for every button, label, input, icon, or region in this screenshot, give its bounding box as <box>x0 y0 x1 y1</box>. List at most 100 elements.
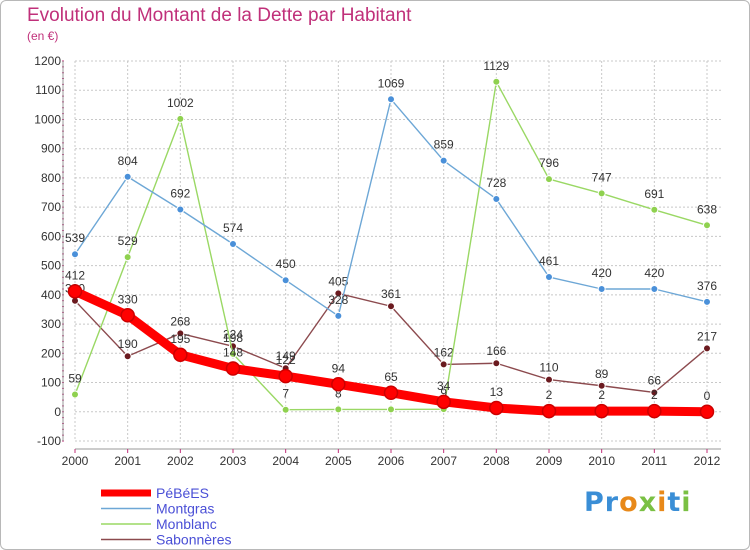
x-tick-label: 2005 <box>325 454 352 468</box>
data-point-Monblanc <box>229 349 237 358</box>
chart-title: Evolution du Montant de la Dette par Hab… <box>27 5 412 26</box>
data-label-Sabonnères: 361 <box>381 287 401 301</box>
data-point-Sabonnères <box>176 329 185 338</box>
legend-label-Montgras: Montgras <box>156 501 214 517</box>
data-point-PéBéES <box>436 394 451 410</box>
data-point-PéBéES <box>331 377 346 392</box>
data-point-Monblanc <box>387 405 395 414</box>
data-label-Monblanc: 198 <box>223 331 243 345</box>
data-point-PéBéES <box>278 368 293 384</box>
data-point-Monblanc <box>703 221 711 230</box>
data-label-PéBéES: 2 <box>546 388 553 402</box>
y-tick-label: 600 <box>41 229 61 243</box>
y-tick-label: -100 <box>37 434 61 448</box>
legend-label-Sabonnères: Sabonnères <box>156 532 232 548</box>
data-label-Monblanc: 9 <box>440 386 447 400</box>
x-tick-label: 2012 <box>694 454 721 468</box>
x-tick-label: 2001 <box>114 454 141 468</box>
x-tick-label: 2003 <box>220 454 247 468</box>
data-point-Sabonnères <box>703 344 711 353</box>
data-label-Montgras: 420 <box>592 266 612 280</box>
data-label-Montgras: 574 <box>223 221 243 235</box>
y-tick-label: 100 <box>41 376 61 390</box>
data-label-Sabonnères: 66 <box>648 373 662 387</box>
data-point-Montgras <box>650 285 659 293</box>
x-tick-label: 2004 <box>272 454 299 468</box>
data-point-Montgras <box>123 172 132 181</box>
data-label-Sabonnères: 405 <box>328 274 348 288</box>
data-label-PéBéES: 122 <box>276 353 296 367</box>
data-point-Montgras <box>545 273 553 282</box>
data-label-Montgras: 328 <box>328 293 348 307</box>
chart-subtitle: (en €) <box>27 29 59 43</box>
data-label-Monblanc: 7 <box>282 387 289 401</box>
proxiti-logo: Proxiti <box>584 487 692 518</box>
data-point-PéBéES <box>647 403 662 419</box>
data-label-Monblanc: 1002 <box>167 96 194 110</box>
data-point-PéBéES <box>225 361 241 376</box>
data-label-Montgras: 539 <box>65 231 85 245</box>
data-point-Monblanc <box>545 175 553 184</box>
data-point-Monblanc <box>334 405 343 414</box>
y-tick-label: 1200 <box>34 54 61 68</box>
data-point-Monblanc <box>650 205 659 214</box>
data-point-Sabonnères <box>650 388 659 397</box>
data-label-Monblanc: 691 <box>644 187 664 201</box>
data-label-Monblanc: 8 <box>335 386 342 400</box>
y-tick-label: 500 <box>41 259 61 273</box>
data-label-Montgras: 420 <box>644 266 664 280</box>
legend-label-Monblanc: Monblanc <box>156 516 217 532</box>
data-label-Montgras: 461 <box>539 254 559 268</box>
data-point-Monblanc <box>492 77 501 86</box>
y-tick-label: 300 <box>41 317 61 331</box>
data-point-Montgras <box>703 297 711 306</box>
data-label-Sabonnères: 268 <box>170 314 190 328</box>
data-label-Sabonnères: 162 <box>434 345 454 359</box>
data-label-Montgras: 859 <box>434 138 454 152</box>
y-tick-label: 200 <box>41 346 61 360</box>
data-point-PéBéES <box>699 404 715 420</box>
data-label-Sabonnères: 110 <box>539 361 558 375</box>
data-label-PéBéES: 195 <box>170 332 190 346</box>
data-point-Montgras <box>387 95 395 104</box>
data-point-Sabonnères <box>387 302 395 311</box>
y-tick-label: 1100 <box>35 83 61 97</box>
data-point-PéBéES <box>541 403 557 419</box>
data-point-Sabonnères <box>492 359 501 368</box>
data-point-Sabonnères <box>334 289 343 298</box>
data-point-PéBéES <box>120 308 135 323</box>
data-point-Monblanc <box>597 189 606 198</box>
data-point-Monblanc <box>71 390 79 399</box>
y-tick-label: 1000 <box>34 112 61 126</box>
data-label-Montgras: 728 <box>486 176 506 190</box>
data-label-PéBéES: 2 <box>598 388 605 402</box>
data-label-PéBéES: 412 <box>65 268 85 282</box>
data-label-Monblanc: 638 <box>697 202 717 216</box>
data-label-Monblanc: 59 <box>68 372 82 386</box>
data-point-Montgras <box>439 156 448 165</box>
x-tick-label: 2008 <box>483 454 510 468</box>
data-label-Sabonnères: 217 <box>697 329 717 343</box>
data-point-Sabonnères <box>123 352 132 361</box>
data-label-PéBéES: 330 <box>118 292 138 306</box>
data-label-PéBéES: 65 <box>384 370 398 384</box>
data-point-PéBéES <box>594 403 609 419</box>
y-tick-label: 900 <box>41 142 61 156</box>
data-label-PéBéES: 94 <box>332 361 346 375</box>
data-point-Montgras <box>334 311 343 320</box>
data-label-Monblanc: 796 <box>539 156 559 170</box>
y-tick-label: 400 <box>41 288 61 302</box>
data-point-Montgras <box>597 285 606 293</box>
data-point-Montgras <box>492 194 501 203</box>
x-tick-label: 2009 <box>536 454 563 468</box>
x-tick-label: 2011 <box>641 454 667 468</box>
y-tick-label: 0 <box>54 405 61 419</box>
data-label-Monblanc: 529 <box>118 234 138 248</box>
x-tick-label: 2010 <box>588 454 615 468</box>
data-point-Sabonnères <box>597 381 606 390</box>
data-label-Monblanc: 747 <box>592 170 612 184</box>
data-point-Monblanc <box>281 405 290 414</box>
data-label-Sabonnères: 89 <box>595 367 609 381</box>
data-label-Montgras: 450 <box>276 257 296 271</box>
